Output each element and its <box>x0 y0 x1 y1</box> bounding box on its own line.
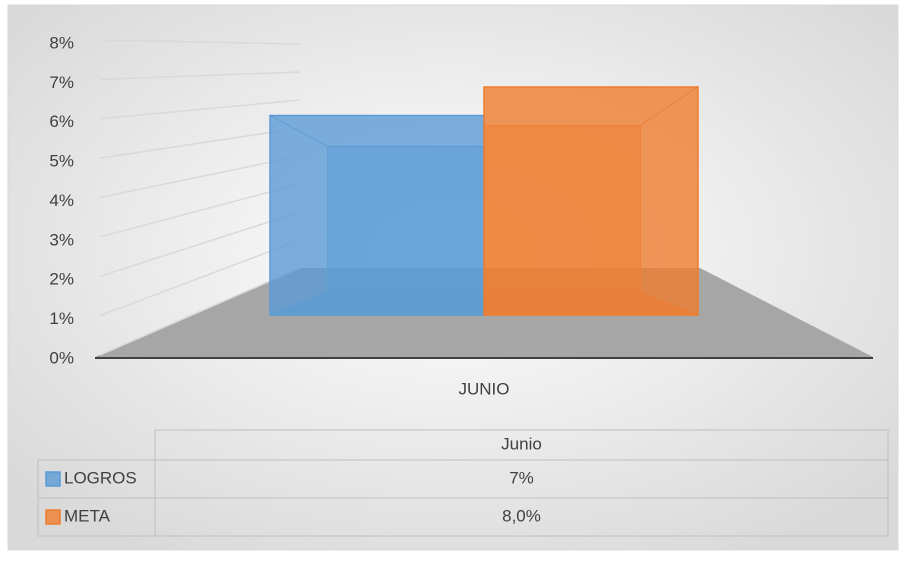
grid-line <box>99 155 301 199</box>
bar <box>483 86 699 316</box>
y-tick-label: 5% <box>49 152 74 171</box>
grid-line <box>99 71 301 81</box>
x-tick-label: JUNIO <box>459 379 510 398</box>
table-value: 8,0% <box>502 506 541 525</box>
y-tick-label: 0% <box>49 348 74 367</box>
y-tick-label: 2% <box>49 270 74 289</box>
legend-label: LOGROS <box>64 468 137 487</box>
grid-line <box>99 127 301 159</box>
grid-line <box>99 239 301 317</box>
bar-front <box>483 86 699 316</box>
grid-line <box>99 211 301 277</box>
grid-line <box>99 267 301 356</box>
legend-swatch <box>45 471 61 487</box>
y-tick-label: 1% <box>49 309 74 328</box>
grid-line <box>99 99 301 120</box>
legend-label: META <box>64 506 111 525</box>
y-tick-label: 7% <box>49 73 74 92</box>
y-tick-label: 3% <box>49 230 74 249</box>
grid-line <box>99 183 301 238</box>
table-value-cell <box>154 497 889 537</box>
bar-front <box>269 114 485 316</box>
table-header: Junio <box>501 434 542 453</box>
y-tick-label: 8% <box>49 33 74 52</box>
y-tick-label: 4% <box>49 191 74 210</box>
table-value: 7% <box>509 468 534 487</box>
y-tick-label: 6% <box>49 112 74 131</box>
legend-swatch <box>45 509 61 525</box>
grid-line <box>99 39 301 45</box>
bar <box>269 114 485 316</box>
